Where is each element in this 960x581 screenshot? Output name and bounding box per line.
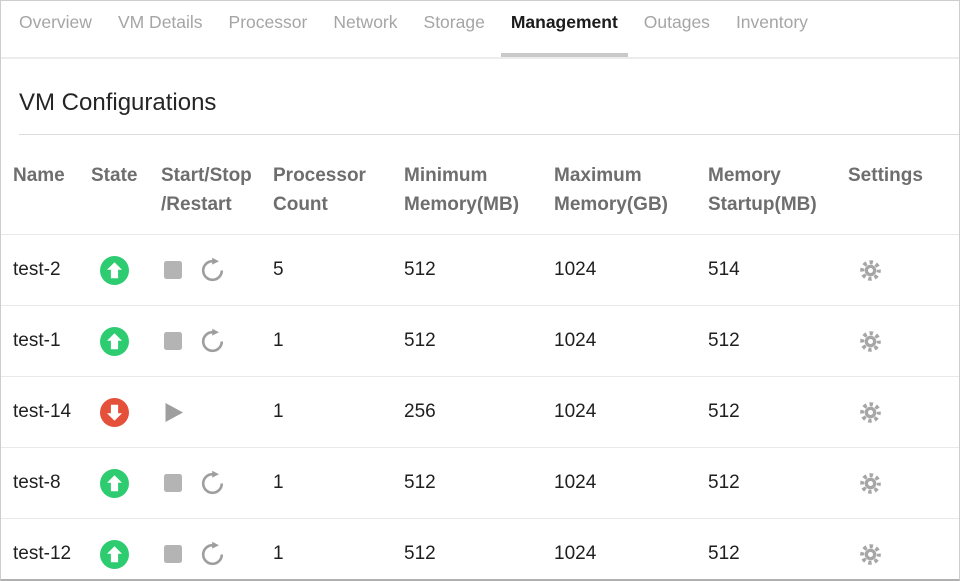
tab-inventory[interactable]: Inventory — [735, 12, 808, 32]
vm-state-cell — [91, 305, 161, 377]
stop-button[interactable] — [163, 260, 183, 280]
max-memory-value: 1024 — [554, 518, 708, 579]
settings-gear-icon[interactable] — [858, 471, 883, 496]
vm-state-cell — [91, 376, 161, 448]
min-memory-value: 512 — [404, 234, 554, 306]
vm-controls-cell — [161, 518, 273, 579]
memory-startup-value: 512 — [708, 376, 848, 448]
vm-name: test-12 — [1, 518, 91, 579]
processor-count-value: 1 — [273, 376, 404, 448]
memory-startup-value: 512 — [708, 447, 848, 519]
page-title: VM Configurations — [19, 59, 959, 135]
vm-row-test-2: test-2 5 512 1024 514 — [1, 234, 959, 306]
vm-controls-cell — [161, 447, 273, 519]
max-memory-value: 1024 — [554, 234, 708, 306]
vm-row-test-8: test-8 1 512 1024 512 — [1, 447, 959, 519]
processor-count-value: 1 — [273, 305, 404, 377]
column-header-state: State — [91, 165, 138, 186]
stop-button[interactable] — [163, 331, 183, 351]
arrow-up-circle-icon — [100, 326, 129, 356]
tab-processor[interactable]: Processor — [228, 12, 308, 32]
restart-button[interactable] — [199, 470, 226, 497]
tab-vm-details[interactable]: VM Details — [117, 12, 203, 32]
vm-row-test-1: test-1 1 512 1024 512 — [1, 305, 959, 377]
vm-controls-cell — [161, 305, 273, 377]
tab-overview[interactable]: Overview — [19, 12, 92, 32]
tab-management[interactable]: Management — [498, 1, 631, 57]
vm-settings-cell — [848, 518, 959, 579]
max-memory-value: 1024 — [554, 305, 708, 377]
column-header-settings: Settings — [848, 165, 923, 186]
column-header-maximum-memory-gb: Maximum Memory(GB) — [554, 165, 669, 215]
settings-gear-icon[interactable] — [858, 400, 883, 425]
vm-settings-cell — [848, 447, 959, 519]
processor-count-value: 1 — [273, 518, 404, 579]
vm-state-cell — [91, 518, 161, 579]
settings-gear-icon[interactable] — [858, 329, 883, 354]
memory-startup-value: 512 — [708, 305, 848, 377]
vm-state-cell — [91, 447, 161, 519]
vm-name: test-1 — [1, 305, 91, 377]
min-memory-value: 512 — [404, 518, 554, 579]
tab-storage[interactable]: Storage — [423, 12, 485, 32]
start-button[interactable] — [163, 401, 185, 424]
column-header-minimum-memory-mb: Minimum Memory(MB) — [404, 165, 520, 215]
vm-name: test-8 — [1, 447, 91, 519]
vm-settings-cell — [848, 376, 959, 448]
tab-bar: Overview VM Details Processor Network Storag… — [1, 1, 959, 59]
vm-row-test-12: test-12 1 512 1024 512 — [1, 518, 959, 579]
min-memory-value: 256 — [404, 376, 554, 448]
vm-name: test-14 — [1, 376, 91, 448]
arrow-up-circle-icon — [100, 539, 129, 569]
vm-configurations-table: Name State Start/Stop /Restart Processor Co… — [1, 135, 959, 579]
max-memory-value: 1024 — [554, 447, 708, 519]
column-header-start-stop-restart: Start/Stop /Restart — [161, 165, 252, 215]
settings-gear-icon[interactable] — [858, 258, 883, 283]
stop-button[interactable] — [163, 473, 183, 493]
restart-button[interactable] — [199, 541, 226, 568]
restart-button[interactable] — [199, 257, 226, 284]
vm-state-cell — [91, 234, 161, 306]
tab-outages[interactable]: Outages — [643, 12, 710, 32]
min-memory-value: 512 — [404, 305, 554, 377]
processor-count-value: 5 — [273, 234, 404, 306]
column-header-processor-count: Processor Count — [273, 165, 366, 215]
vm-controls-cell — [161, 234, 273, 306]
arrow-up-circle-icon — [100, 255, 129, 285]
vm-settings-cell — [848, 305, 959, 377]
arrow-down-circle-icon — [100, 397, 129, 427]
processor-count-value: 1 — [273, 447, 404, 519]
column-header-memory-startup-mb: Memory Startup(MB) — [708, 165, 817, 215]
min-memory-value: 512 — [404, 447, 554, 519]
arrow-up-circle-icon — [100, 468, 129, 498]
vm-controls-cell — [161, 376, 273, 448]
memory-startup-value: 512 — [708, 518, 848, 579]
vm-table-body: test-2 5 512 1024 514 test-1 1 512 1024 512 test-1… — [1, 234, 959, 579]
restart-button[interactable] — [199, 328, 226, 355]
column-header-name: Name — [13, 165, 65, 186]
table-header-row: Name State Start/Stop /Restart Processor Co… — [1, 135, 959, 235]
vm-settings-cell — [848, 234, 959, 306]
vm-row-test-14: test-14 1 256 1024 512 — [1, 376, 959, 448]
memory-startup-value: 514 — [708, 234, 848, 306]
vm-name: test-2 — [1, 234, 91, 306]
max-memory-value: 1024 — [554, 376, 708, 448]
stop-button[interactable] — [163, 544, 183, 564]
settings-gear-icon[interactable] — [858, 542, 883, 567]
tab-network[interactable]: Network — [333, 12, 398, 32]
